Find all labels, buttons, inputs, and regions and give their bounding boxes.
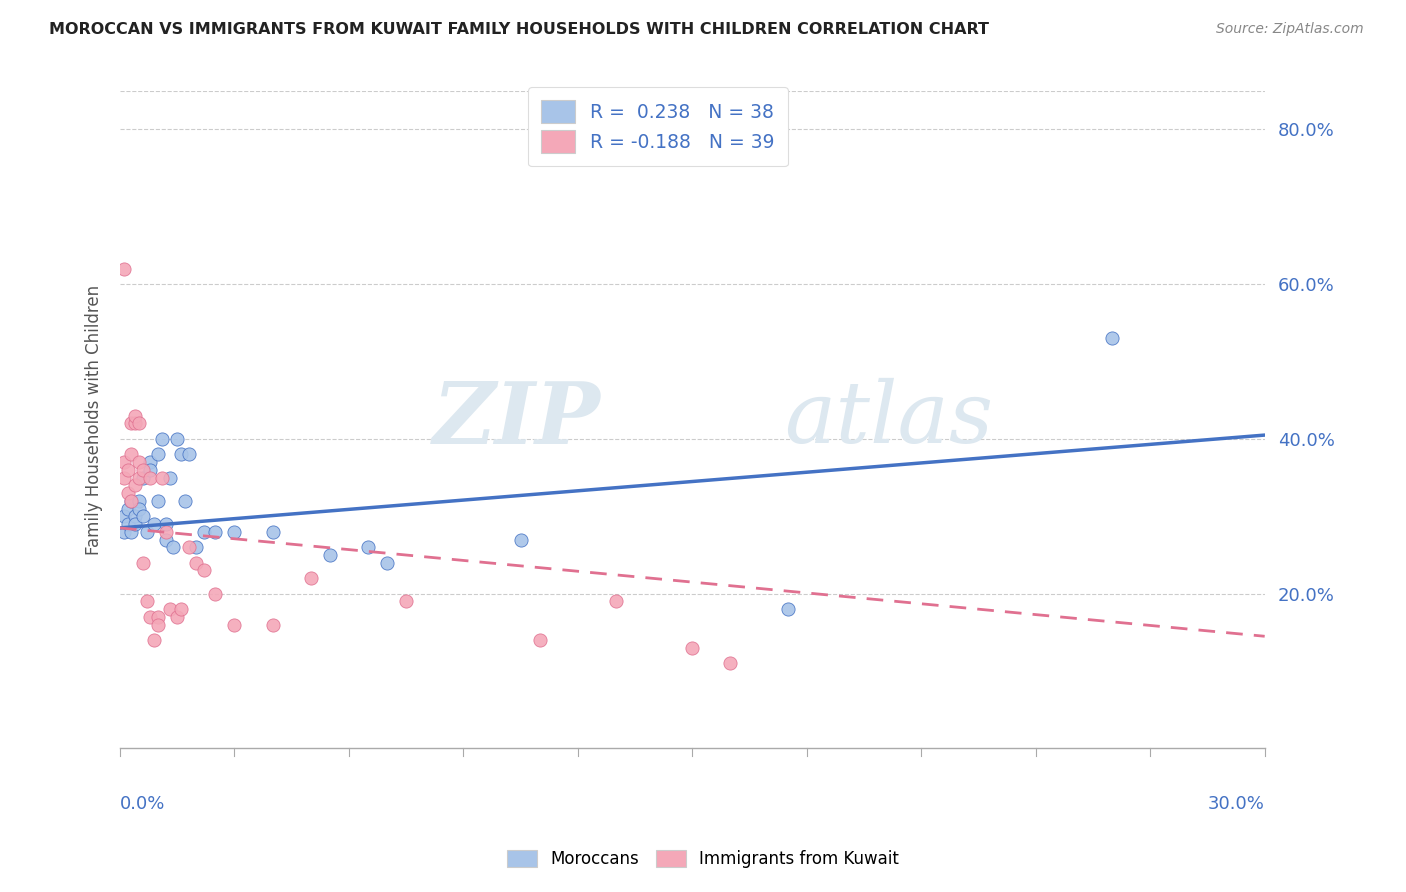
Legend: R =  0.238   N = 38, R = -0.188   N = 39: R = 0.238 N = 38, R = -0.188 N = 39 [529, 87, 787, 167]
Point [128, 493, 150, 508]
Legend: Moroccans, Immigrants from Kuwait: Moroccans, Immigrants from Kuwait [501, 843, 905, 875]
Point [146, 610, 169, 624]
Point [375, 556, 398, 570]
Point [120, 524, 142, 539]
Point [173, 493, 195, 508]
Point [117, 517, 139, 532]
Point [159, 470, 181, 484]
Point [177, 541, 200, 555]
Point [139, 470, 162, 484]
Point [135, 594, 157, 608]
Point [128, 455, 150, 469]
Point [139, 463, 162, 477]
Point [155, 517, 177, 532]
Text: ZIP: ZIP [433, 378, 600, 461]
Point [139, 610, 162, 624]
Text: 0.0%: 0.0% [120, 795, 166, 813]
Point [124, 509, 146, 524]
Point [357, 541, 380, 555]
Point [146, 493, 169, 508]
Point [155, 524, 177, 539]
Point [124, 417, 146, 431]
Point [143, 633, 166, 648]
Point [120, 493, 142, 508]
Point [166, 432, 188, 446]
Point [128, 501, 150, 516]
Point [117, 501, 139, 516]
Point [224, 617, 246, 632]
Point [124, 409, 146, 423]
Point [170, 447, 193, 461]
Point [186, 541, 208, 555]
Point [509, 533, 531, 547]
Point [117, 463, 139, 477]
Point [139, 455, 162, 469]
Point [193, 564, 215, 578]
Point [132, 556, 155, 570]
Point [681, 640, 703, 655]
Point [132, 470, 155, 484]
Point [159, 602, 181, 616]
Point [166, 610, 188, 624]
Point [529, 633, 551, 648]
Point [146, 447, 169, 461]
Point [120, 447, 142, 461]
Point [112, 524, 135, 539]
Point [224, 524, 246, 539]
Text: atlas: atlas [785, 378, 993, 461]
Point [186, 556, 208, 570]
Point [262, 524, 284, 539]
Point [170, 602, 193, 616]
Point [112, 470, 135, 484]
Point [776, 602, 799, 616]
Point [155, 533, 177, 547]
Point [395, 594, 418, 608]
Text: MOROCCAN VS IMMIGRANTS FROM KUWAIT FAMILY HOUSEHOLDS WITH CHILDREN CORRELATION C: MOROCCAN VS IMMIGRANTS FROM KUWAIT FAMIL… [49, 22, 990, 37]
Point [135, 524, 157, 539]
Point [124, 517, 146, 532]
Point [150, 432, 173, 446]
Point [128, 417, 150, 431]
Point [124, 478, 146, 492]
Text: Source: ZipAtlas.com: Source: ZipAtlas.com [1216, 22, 1364, 37]
Point [204, 524, 226, 539]
Point [262, 617, 284, 632]
Point [193, 524, 215, 539]
Point [112, 261, 135, 276]
Point [177, 447, 200, 461]
Point [132, 509, 155, 524]
Y-axis label: Family Households with Children: Family Households with Children [86, 285, 103, 555]
Point [128, 470, 150, 484]
Point [132, 463, 155, 477]
Point [204, 587, 226, 601]
Point [117, 486, 139, 500]
Point [605, 594, 627, 608]
Point [120, 493, 142, 508]
Text: 30.0%: 30.0% [1208, 795, 1264, 813]
Point [143, 517, 166, 532]
Point [112, 509, 135, 524]
Point [120, 417, 142, 431]
Point [299, 571, 322, 585]
Point [319, 548, 342, 562]
Point [112, 455, 135, 469]
Point [720, 657, 742, 671]
Point [146, 617, 169, 632]
Point [162, 541, 184, 555]
Point [1101, 331, 1123, 345]
Point [150, 470, 173, 484]
